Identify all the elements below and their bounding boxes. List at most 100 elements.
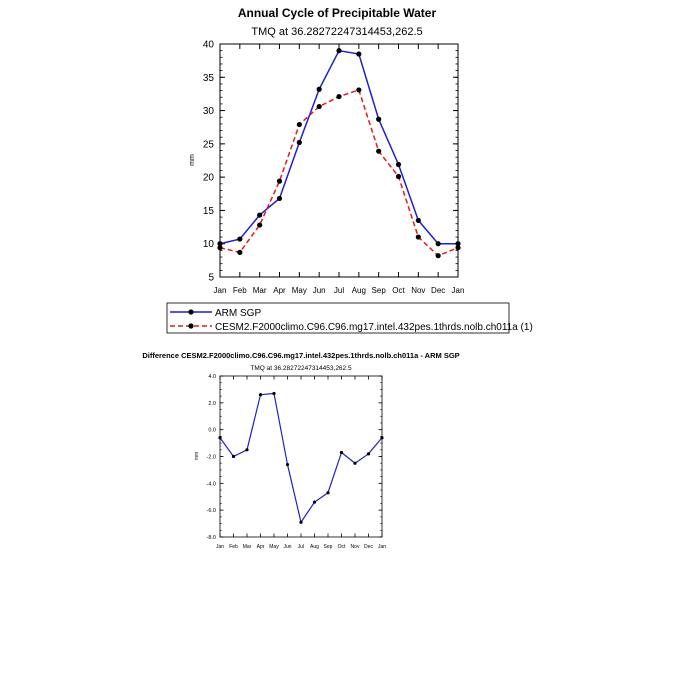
data-point [217, 241, 223, 247]
y-tick-label: -8.0 [207, 535, 216, 541]
data-point [276, 178, 283, 184]
data-point [339, 450, 344, 455]
series-group [217, 48, 461, 259]
data-point [376, 116, 382, 122]
data-point [316, 103, 322, 110]
y-tick-label: 4.0 [208, 374, 216, 380]
plot-frame [219, 43, 459, 278]
x-tick-label: Oct [392, 286, 405, 295]
data-point [356, 87, 362, 93]
data-point [316, 86, 322, 92]
y-tick-label: -6.0 [207, 508, 216, 514]
x-axis-ticks: Jan Feb Mar Apr May Jun Jul Aug Sep Oct Nov Dec Jan [214, 44, 465, 295]
annual-cycle-chart: Annual Cycle of Precipitable Water TMQ a… [166, 6, 533, 334]
x-tick-label: Jul [334, 286, 344, 295]
y-tick-label: 0.0 [208, 428, 216, 434]
data-point [299, 520, 303, 524]
y-tick-label: 5 [208, 273, 214, 284]
legend-label-cesm2: CESM2.F2000climo.C96.C96.mg17.intel.432p… [215, 322, 533, 333]
data-point [276, 195, 283, 202]
difference-title: Difference CESM2.F2000climo.C96.C96.mg17… [142, 351, 459, 360]
y-tick-label: 10 [203, 239, 215, 250]
data-point [237, 249, 243, 255]
x-tick-label: Oct [338, 544, 346, 550]
y-tick-label: 30 [203, 106, 215, 117]
y-tick-label: 25 [203, 139, 215, 150]
data-point [312, 500, 317, 504]
chart-title: Annual Cycle of Precipitable Water [238, 6, 437, 20]
data-point [326, 491, 330, 495]
x-tick-label: Apr [257, 544, 265, 550]
data-point [380, 436, 384, 440]
data-point [257, 212, 263, 218]
difference-x-axis-ticks: Jan Feb Mar Apr May Jun Jul Aug Sep Oct Nov Dec Jan [216, 376, 386, 550]
x-tick-label: Nov [411, 286, 425, 295]
data-point [435, 241, 441, 247]
y-tick-label: 15 [203, 206, 215, 217]
data-point [376, 148, 382, 154]
x-tick-label: May [292, 286, 307, 295]
data-point [231, 454, 236, 459]
y-tick-label: 35 [203, 73, 215, 84]
x-tick-label: Aug [310, 544, 319, 550]
series-line-0 [219, 49, 458, 245]
x-tick-label: Jun [313, 286, 326, 295]
data-point [415, 217, 421, 224]
data-point [455, 245, 461, 251]
data-point [366, 452, 371, 456]
legend-marker-cesm2 [188, 323, 194, 329]
data-point [285, 462, 290, 467]
x-tick-label: Jan [378, 544, 386, 550]
data-point [353, 461, 357, 465]
y-tick-label: 20 [203, 173, 215, 184]
difference-series-group [218, 391, 384, 524]
data-point [257, 222, 263, 228]
difference-plot-frame [219, 375, 383, 538]
data-point [435, 253, 441, 259]
legend-box [166, 302, 510, 334]
x-tick-label: Feb [229, 544, 238, 550]
data-point [218, 436, 222, 440]
difference-y-axis-ticks: 4.0 2.0 0.0 -2.0 -4.0 -6.0 -8.0 [207, 374, 382, 541]
difference-chart: Difference CESM2.F2000climo.C96.C96.mg17… [142, 351, 459, 550]
legend: ARM SGP CESM2.F2000climo.C96.C96.mg17.in… [166, 302, 533, 334]
x-tick-label: Aug [352, 286, 366, 295]
y-axis-label: mm [189, 154, 196, 166]
y-axis-ticks: 5 10 15 20 25 30 35 40 [203, 40, 458, 284]
data-point [336, 93, 342, 100]
x-tick-label: Mar [243, 544, 252, 550]
y-tick-label: 2.0 [208, 401, 216, 407]
x-tick-label: Mar [253, 286, 267, 295]
x-tick-label: Dec [431, 286, 445, 295]
data-point [245, 448, 249, 452]
y-tick-label: -2.0 [207, 454, 216, 460]
x-tick-label: Jan [214, 286, 227, 295]
x-tick-label: Sep [372, 286, 387, 295]
x-tick-label: Nov [351, 544, 360, 550]
legend-label-arm-sgp: ARM SGP [215, 308, 261, 319]
series-line-0 [219, 392, 383, 524]
data-point [296, 139, 302, 146]
chart-subtitle: TMQ at 36.28272247314453,262.5 [251, 26, 422, 38]
data-point [217, 245, 223, 251]
x-tick-label: Jul [298, 544, 304, 550]
data-point [356, 51, 362, 57]
x-tick-label: May [269, 544, 279, 550]
x-tick-label: Jun [283, 544, 291, 550]
x-tick-label: Feb [233, 286, 247, 295]
data-point [272, 391, 276, 396]
legend-marker-arm-sgp [188, 309, 194, 315]
difference-y-axis-label: mm [194, 452, 200, 460]
x-tick-label: Jan [216, 544, 224, 550]
data-point [336, 48, 342, 54]
x-tick-label: Jan [452, 286, 465, 295]
data-point [455, 241, 461, 247]
data-point [415, 234, 421, 240]
data-point [395, 173, 402, 180]
data-point [296, 121, 302, 128]
y-tick-label: 40 [203, 40, 215, 51]
data-point [237, 236, 243, 242]
x-tick-label: Dec [364, 544, 373, 550]
x-tick-label: Apr [273, 286, 286, 295]
